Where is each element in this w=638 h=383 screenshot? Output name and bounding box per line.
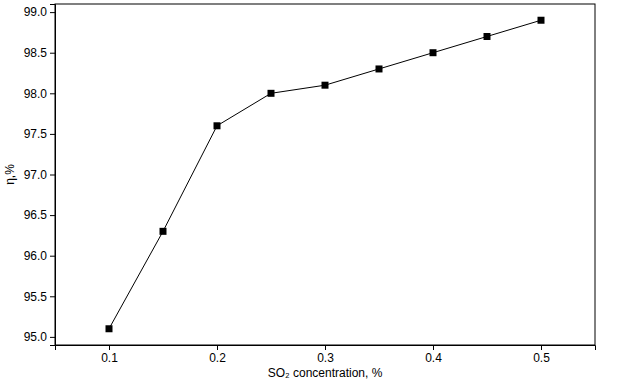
y-tick: 97.5 xyxy=(24,127,55,141)
x-tick: 0.4 xyxy=(425,345,442,365)
y-tick-label: 96.5 xyxy=(24,208,48,222)
y-tick-mark xyxy=(50,256,55,257)
y-tick-label: 99.0 xyxy=(24,5,48,19)
x-tick-label: 0.5 xyxy=(533,351,550,365)
x-tick-mark xyxy=(217,345,218,350)
y-tick-label: 97.5 xyxy=(24,127,48,141)
y-tick: 99.0 xyxy=(24,5,55,19)
y-axis-title: η,% xyxy=(3,164,17,185)
marker xyxy=(106,325,113,332)
y-tick: 96.5 xyxy=(24,208,55,222)
y-tick-mark xyxy=(50,53,55,54)
x-tick-mark xyxy=(433,345,434,350)
plot: 0.10.20.30.40.595.095.596.096.597.097.59… xyxy=(24,4,596,365)
marker xyxy=(376,65,383,72)
y-tick-mark xyxy=(50,337,55,338)
y-tick: 95.0 xyxy=(24,330,55,344)
x-tick-mark xyxy=(109,345,110,350)
plot-frame xyxy=(55,4,595,345)
y-tick-label: 95.0 xyxy=(24,330,48,344)
x-axis: 0.1 0.2 0.3 0.4 0.5 xyxy=(56,345,596,365)
marker xyxy=(430,49,437,56)
y-tick-mark xyxy=(50,296,55,297)
line xyxy=(109,20,541,329)
series xyxy=(106,17,545,333)
marker xyxy=(484,33,491,40)
y-tick-label: 96.0 xyxy=(24,249,48,263)
y-tick-mark xyxy=(50,134,55,135)
x-axis-line xyxy=(56,346,596,351)
marker xyxy=(268,90,275,97)
y-tick: 96.0 xyxy=(24,249,55,263)
y-tick-mark xyxy=(50,175,55,176)
y-tick-label: 95.5 xyxy=(24,290,48,304)
x-tick: 0.5 xyxy=(533,345,550,365)
marker xyxy=(538,17,545,24)
x-tick-label: 0.1 xyxy=(101,351,118,365)
y-tick-mark xyxy=(50,215,55,216)
y-tick: 97.0 xyxy=(24,168,55,182)
marker xyxy=(214,122,221,129)
x-tick-label: 0.3 xyxy=(317,351,334,365)
marker xyxy=(322,82,329,89)
y-tick-label: 98.5 xyxy=(24,46,48,60)
y-axis-line xyxy=(50,5,56,346)
y-tick: 98.0 xyxy=(24,87,55,101)
x-tick: 0.3 xyxy=(317,345,334,365)
chart: 0.10.20.30.40.595.095.596.096.597.097.59… xyxy=(0,0,638,383)
marker xyxy=(160,228,167,235)
y-tick-label: 97.0 xyxy=(24,168,48,182)
x-tick: 0.1 xyxy=(101,345,118,365)
y-axis: 95.0 95.5 96.0 96.5 97.0 97.5 98.0 98.5 99.0 xyxy=(24,5,56,346)
x-tick-mark xyxy=(541,345,542,350)
x-tick-mark xyxy=(325,345,326,350)
x-tick-label: 0.2 xyxy=(209,351,226,365)
y-tick-mark xyxy=(50,12,55,13)
y-tick-label: 98.0 xyxy=(24,87,48,101)
y-tick-mark xyxy=(50,93,55,94)
y-tick: 95.5 xyxy=(24,290,55,304)
y-tick: 98.5 xyxy=(24,46,55,60)
x-axis-title: SO₂ concentration, % xyxy=(268,366,383,380)
x-tick-label: 0.4 xyxy=(425,351,442,365)
x-tick: 0.2 xyxy=(209,345,226,365)
